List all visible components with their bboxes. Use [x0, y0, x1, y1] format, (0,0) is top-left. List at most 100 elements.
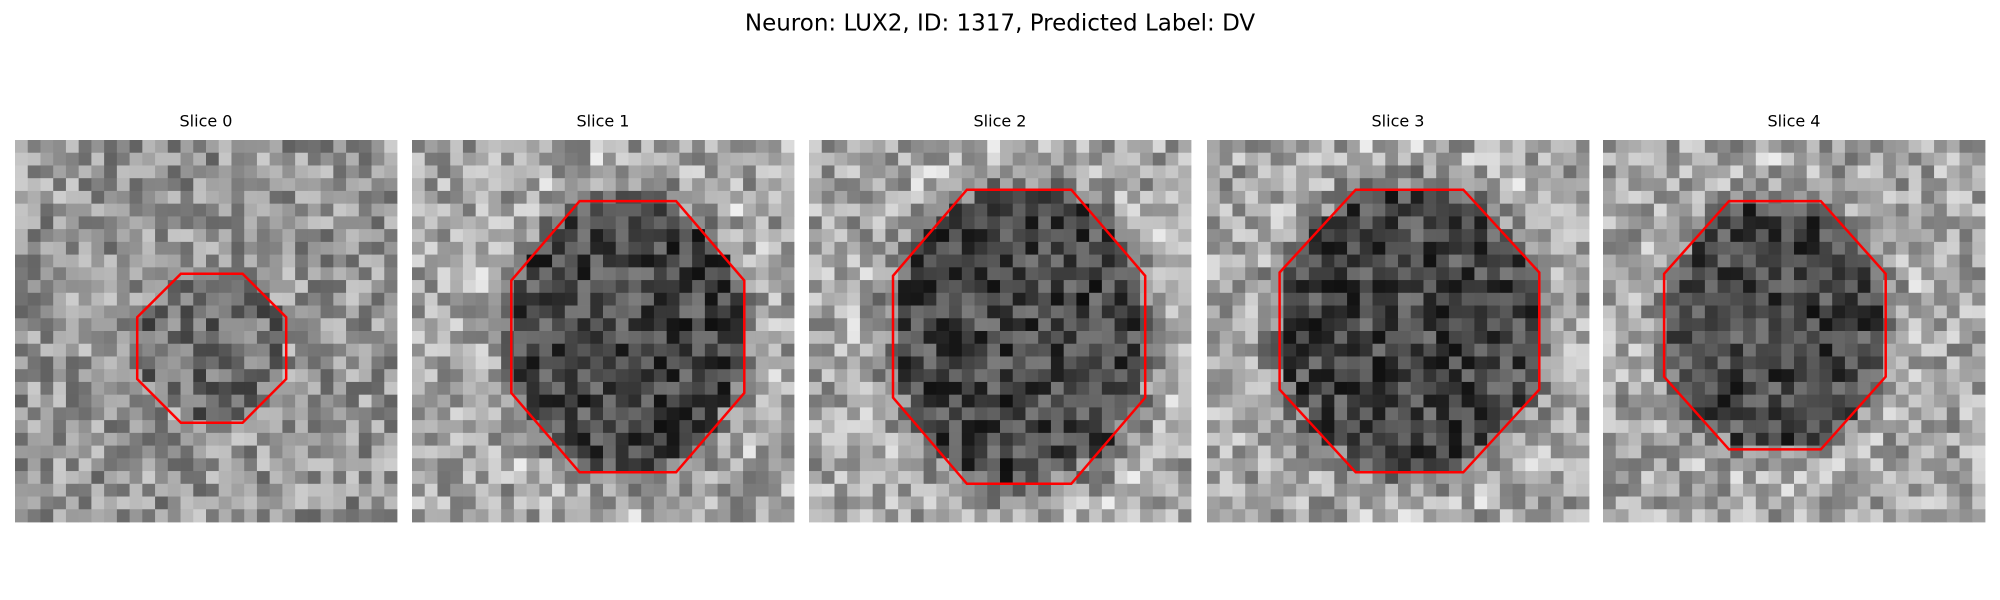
pixel — [885, 432, 899, 446]
pixel — [1525, 420, 1539, 434]
pixel — [923, 292, 937, 306]
pixel — [1832, 445, 1846, 459]
pixel — [384, 190, 398, 205]
pixel — [577, 445, 591, 459]
pixel — [898, 420, 912, 434]
pixel — [1628, 280, 1642, 294]
pixel — [116, 140, 130, 154]
pixel — [885, 254, 899, 268]
pixel — [1883, 420, 1897, 434]
pixel — [244, 152, 258, 166]
pixel — [1270, 483, 1284, 497]
pixel — [475, 318, 489, 332]
pixel — [859, 203, 874, 217]
pixel — [1385, 432, 1399, 446]
pixel — [1372, 369, 1386, 383]
pixel — [1819, 165, 1833, 179]
pixel — [961, 229, 975, 243]
pixel — [1576, 203, 1590, 217]
pixel — [1219, 483, 1233, 497]
pixel — [755, 496, 769, 510]
pixel — [1385, 394, 1399, 408]
pixel — [1679, 318, 1693, 332]
pixel — [1245, 229, 1259, 243]
pixel — [1076, 292, 1090, 306]
pixel — [1844, 241, 1859, 255]
pixel — [1717, 509, 1731, 523]
pixel — [358, 445, 372, 459]
pixel — [256, 471, 271, 485]
pixel — [1857, 318, 1871, 332]
pixel — [821, 369, 835, 383]
pixel — [577, 318, 591, 332]
pixel — [1296, 381, 1310, 396]
pixel — [1525, 509, 1539, 523]
pixel — [539, 483, 553, 497]
pixel — [615, 331, 629, 345]
pixel — [628, 292, 642, 306]
pixel — [730, 241, 744, 255]
pixel — [1819, 280, 1833, 294]
pixel — [1832, 152, 1846, 166]
pixel — [244, 305, 258, 319]
pixel — [1946, 471, 1960, 485]
pixel — [1257, 267, 1272, 281]
pixel — [1334, 483, 1348, 497]
pixel — [1308, 509, 1322, 523]
pixel — [1038, 292, 1052, 306]
pixel — [1499, 394, 1513, 408]
pixel — [1883, 445, 1897, 459]
pixel — [513, 471, 527, 485]
pixel — [641, 152, 655, 166]
pixel — [641, 343, 655, 357]
pixel — [1679, 331, 1693, 345]
pixel — [1114, 152, 1128, 166]
pixel — [552, 509, 566, 523]
pixel — [116, 318, 130, 332]
pixel — [564, 369, 578, 383]
pixel — [27, 381, 41, 396]
pixel — [412, 305, 426, 319]
pixel — [1321, 356, 1335, 370]
pixel — [269, 369, 283, 383]
pixel — [653, 305, 668, 319]
pixel — [781, 152, 795, 166]
pixel — [1398, 203, 1412, 217]
pixel — [424, 420, 438, 434]
pixel — [1972, 445, 1986, 459]
pixel — [513, 356, 527, 370]
pixel — [1692, 152, 1706, 166]
pixel — [116, 394, 130, 408]
pixel — [872, 509, 886, 523]
pixel — [412, 432, 426, 446]
pixel — [65, 190, 80, 205]
pixel — [40, 343, 54, 357]
pixel — [1232, 216, 1246, 230]
pixel — [1908, 343, 1922, 357]
pixel — [437, 445, 451, 459]
pixel — [193, 343, 207, 357]
pixel — [1653, 381, 1668, 396]
pixel — [1832, 356, 1846, 370]
pixel — [307, 254, 321, 268]
pixel — [961, 241, 975, 255]
pixel — [1653, 394, 1668, 408]
pixel — [15, 432, 29, 446]
pixel — [167, 241, 181, 255]
pixel — [1525, 241, 1539, 255]
pixel — [781, 267, 795, 281]
pixel — [564, 356, 578, 370]
pixel — [539, 509, 553, 523]
pixel — [91, 496, 105, 510]
pixel — [1423, 432, 1437, 446]
pixel — [526, 331, 540, 345]
pixel — [1806, 496, 1820, 510]
pixel — [346, 407, 360, 421]
pixel — [1308, 318, 1322, 332]
pixel — [1908, 445, 1922, 459]
pixel — [1487, 229, 1501, 243]
pixel — [1127, 509, 1141, 523]
pixel — [1270, 407, 1284, 421]
pixel — [1063, 509, 1077, 523]
pixel — [91, 509, 105, 523]
